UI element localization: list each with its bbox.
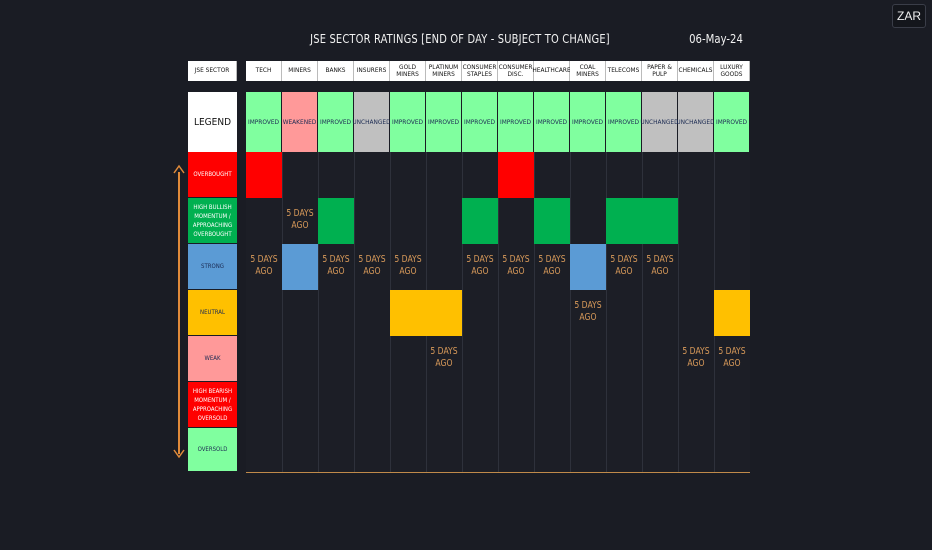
legend-status: IMPROVED (534, 92, 570, 152)
grid-line (282, 152, 283, 472)
rating-label: HIGH BULLISH MOMENTUM / APPROACHING OVER… (188, 198, 237, 244)
legend-status: IMPROVED (426, 92, 462, 152)
grid-line (678, 152, 679, 472)
five-days-ago-marker: 5 DAYS AGO (646, 254, 674, 277)
five-days-ago-marker: 5 DAYS AGO (286, 208, 314, 231)
rating-label: NEUTRAL (188, 290, 237, 336)
legend-status: IMPROVED (390, 92, 426, 152)
current-rating-cell (606, 198, 642, 244)
current-rating-cell (642, 198, 678, 244)
five-days-ago-marker: 5 DAYS AGO (394, 254, 422, 277)
sector-header: CONSUMER DISC. (498, 61, 534, 81)
sector-header: TELECOMS (606, 61, 642, 81)
five-days-ago-marker: 5 DAYS AGO (358, 254, 386, 277)
current-rating-cell (426, 290, 462, 336)
legend-status: IMPROVED (246, 92, 282, 152)
legend-status: IMPROVED (498, 92, 534, 152)
five-days-ago-marker: 5 DAYS AGO (322, 254, 350, 277)
sector-header: INSURERS (354, 61, 390, 81)
current-rating-cell (462, 198, 498, 244)
legend-status: IMPROVED (570, 92, 606, 152)
legend-status: IMPROVED (606, 92, 642, 152)
current-rating-cell (282, 244, 318, 290)
corner-header: JSE SECTOR (188, 61, 237, 81)
legend-status: IMPROVED (714, 92, 750, 152)
current-rating-cell (318, 198, 354, 244)
grid-line (642, 152, 643, 472)
page-title: JSE SECTOR RATINGS [END OF DAY - SUBJECT… (310, 31, 610, 46)
sector-header: GOLD MINERS (390, 61, 426, 81)
sector-header: CONSUMER STAPLES (462, 61, 498, 81)
grid-line (570, 152, 571, 472)
currency-button[interactable]: ZAR (892, 4, 926, 28)
current-rating-cell (246, 152, 282, 198)
report-date: 06-May-24 (689, 31, 743, 46)
current-rating-cell (714, 290, 750, 336)
five-days-ago-marker: 5 DAYS AGO (538, 254, 566, 277)
five-days-ago-marker: 5 DAYS AGO (574, 300, 602, 323)
five-days-ago-marker: 5 DAYS AGO (430, 346, 458, 369)
legend-status: UNCHANGED (640, 92, 679, 152)
current-rating-cell (534, 198, 570, 244)
grid-line (606, 152, 607, 472)
current-rating-cell (498, 152, 534, 198)
rating-label: HIGH BEARISH MOMENTUM / APPROACHING OVER… (188, 382, 237, 428)
grid-line (318, 152, 319, 472)
rating-label: WEAK (188, 336, 237, 382)
arrow-down-icon (173, 449, 185, 459)
five-days-ago-marker: 5 DAYS AGO (682, 346, 710, 369)
grid-line (462, 152, 463, 472)
legend-status: IMPROVED (462, 92, 498, 152)
five-days-ago-marker: 5 DAYS AGO (718, 346, 746, 369)
rating-label: OVERBOUGHT (188, 152, 237, 198)
current-rating-cell (570, 244, 606, 290)
five-days-ago-marker: 5 DAYS AGO (502, 254, 530, 277)
legend-status: IMPROVED (318, 92, 354, 152)
five-days-ago-marker: 5 DAYS AGO (250, 254, 278, 277)
legend-label: LEGEND (188, 92, 237, 152)
sector-header: TECH (246, 61, 282, 81)
five-days-ago-marker: 5 DAYS AGO (466, 254, 494, 277)
legend-status: UNCHANGED (676, 92, 715, 152)
sector-header: HEALTHCARE (532, 61, 571, 81)
grid-line (534, 152, 535, 472)
sector-header: PLATINUM MINERS (426, 61, 462, 81)
rating-label: OVERSOLD (188, 428, 237, 472)
sector-header: MINERS (282, 61, 318, 81)
sector-header: LUXURY GOODS (714, 61, 750, 81)
sector-header: COAL MINERS (570, 61, 606, 81)
grid-line (354, 152, 355, 472)
legend-status: WEAKENED (282, 92, 318, 152)
arrow-up-icon (173, 164, 185, 174)
sector-header: BANKS (318, 61, 354, 81)
rating-label: STRONG (188, 244, 237, 290)
sector-header: CHEMICALS (678, 61, 714, 81)
grid-line (498, 152, 499, 472)
sector-header: PAPER & PULP (642, 61, 678, 81)
direction-arrow (178, 172, 180, 454)
legend-status: UNCHANGED (352, 92, 391, 152)
five-days-ago-marker: 5 DAYS AGO (610, 254, 638, 277)
current-rating-cell (390, 290, 426, 336)
